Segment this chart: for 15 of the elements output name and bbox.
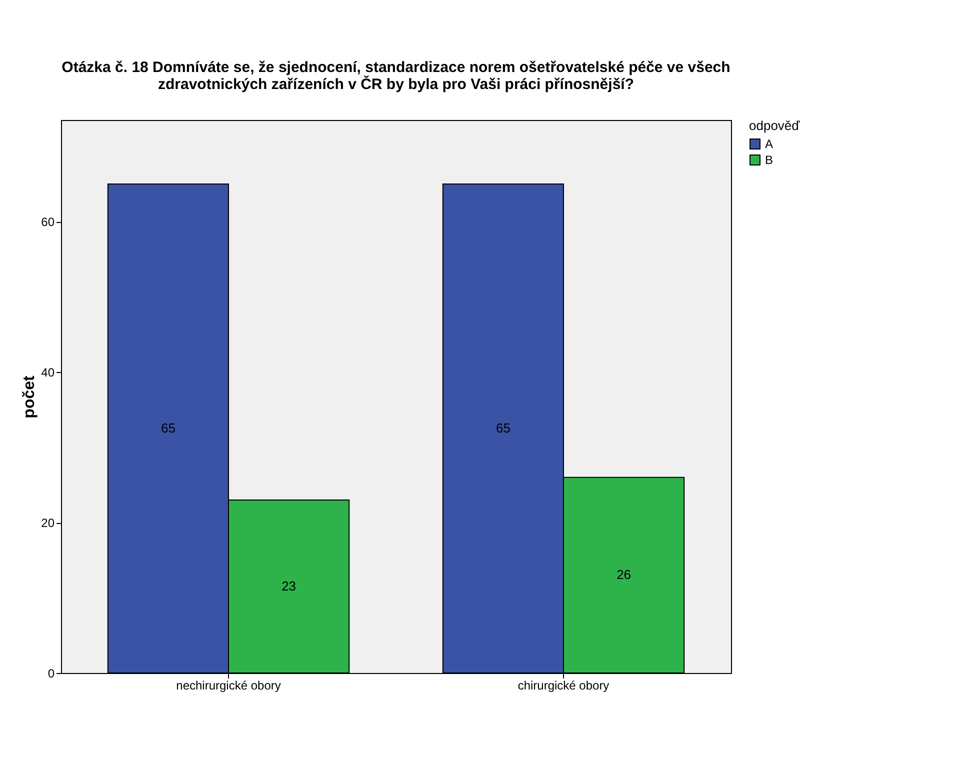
x-tick-label: nechirurgické obory (176, 678, 281, 692)
data-label: 23 (282, 578, 296, 594)
data-label: 65 (496, 420, 510, 436)
data-label: 26 (616, 567, 632, 582)
data-label: 65 (160, 420, 176, 436)
y-tick-label: 40 (41, 366, 55, 380)
y-tick-label: 0 (48, 666, 55, 680)
y-tick-label: 60 (41, 215, 55, 230)
y-axis-title: počet (21, 374, 38, 418)
y-tick-label: 20 (41, 516, 55, 530)
legend-label: B (765, 153, 774, 167)
legend-label: A (765, 137, 774, 151)
chart-title: Otázka č. 18 Domníváte se, že sjednocení, standardizace norem ošetřovatelské péče ve všech zdravotnických zařízeních v ČR by byla pro Vaši práci přínosnější? (62, 59, 730, 93)
x-tick-label: chirurgické obory (518, 678, 610, 692)
legend-title: odpověď (749, 118, 801, 133)
